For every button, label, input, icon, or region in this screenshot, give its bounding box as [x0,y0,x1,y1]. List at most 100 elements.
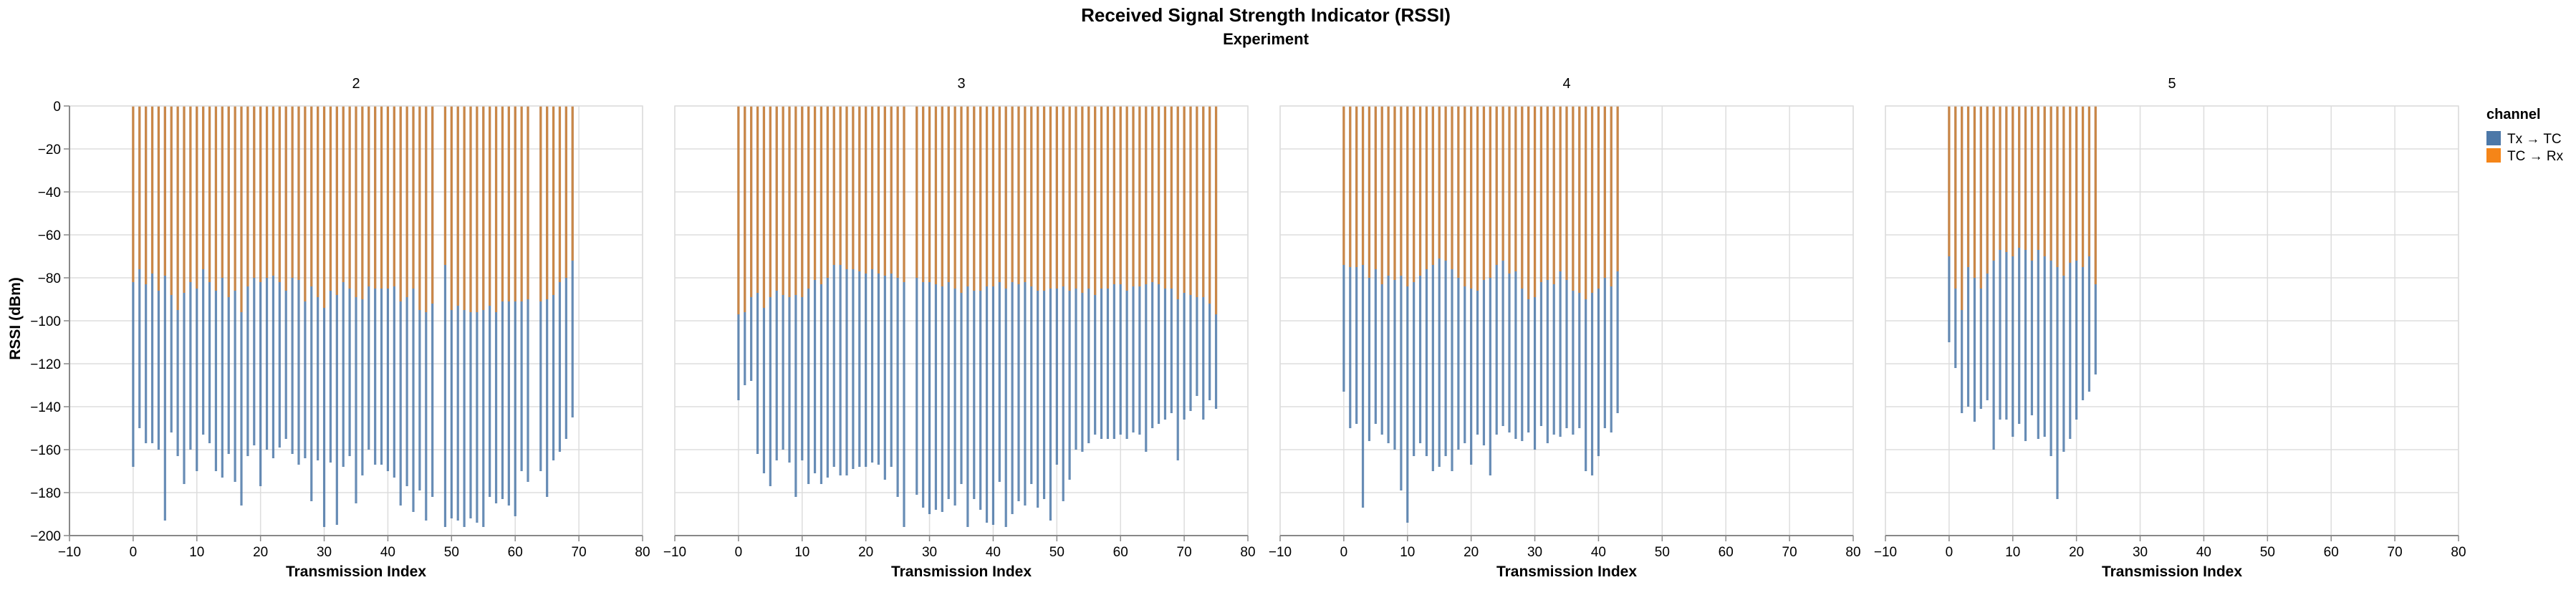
legend-swatch-tc-rx [2486,148,2501,163]
bar [769,106,772,297]
bar [150,106,154,443]
bar [865,106,868,467]
bar [870,106,874,269]
bar [2062,106,2065,276]
bar [1094,106,1097,295]
bar [2024,106,2027,250]
bar [782,106,784,295]
x-tick-label: 10 [189,545,204,560]
bar [820,106,823,284]
bar [1361,106,1365,508]
bar [1355,106,1358,267]
bar [157,106,160,291]
bar [183,106,186,293]
bar [2087,106,2091,256]
bar [527,106,529,299]
bar [450,106,453,518]
bar [1062,106,1064,286]
bar [196,106,198,289]
bar [2005,106,2008,420]
bar [501,106,504,499]
bar [202,106,205,269]
bar [355,106,357,297]
bar [915,106,918,495]
bar [163,106,166,521]
x-tick-label: 70 [1177,545,1192,560]
bar [2056,106,2059,499]
bar [1514,106,1517,271]
bar [546,106,549,497]
bar [1361,106,1365,265]
bar [1521,106,1524,289]
bar [883,106,886,276]
bar [953,106,956,506]
x-tick-label: −10 [1874,545,1897,560]
bar [558,106,562,282]
bar [813,106,817,473]
x-tick-label: 10 [794,545,809,560]
bar [1597,106,1600,289]
bar [985,106,989,523]
y-tick-label: −60 [38,228,61,243]
bar [1055,106,1058,289]
bar [922,106,925,282]
bar [839,106,842,475]
chart-subtitle: Experiment [1223,30,1309,48]
bar [953,106,956,289]
bar [2043,106,2046,437]
x-tick-label: 80 [1845,545,1860,560]
x-tick-label: −10 [663,545,686,560]
y-axis-label: RSSI (dBm) [7,277,24,360]
bar [1004,106,1007,289]
bar [1948,106,1951,256]
x-tick-label: 40 [986,545,1001,560]
bar [520,106,523,301]
bar [1464,106,1466,286]
bar [183,106,186,484]
bar [813,106,817,280]
bar [2037,106,2039,439]
bar [1189,106,1192,295]
bar [1049,106,1052,521]
bar [507,106,510,301]
bar [386,106,390,289]
bar [807,106,810,289]
bar [1081,106,1084,293]
bar [1163,106,1167,289]
y-tick-label: −160 [30,443,61,458]
bar [966,106,969,527]
bar [1183,106,1186,293]
bar [1444,106,1447,261]
x-tick-label: 60 [2324,545,2339,560]
x-tick-label: 50 [1049,545,1064,560]
x-tick-label: 60 [1719,545,1734,560]
facet-header: 4 [1562,76,1570,92]
bar [1559,106,1562,271]
x-tick-label: 30 [317,545,332,560]
bar [265,106,269,278]
bar [278,106,281,282]
bar [1119,106,1122,284]
bar [1489,106,1491,278]
bar [2069,106,2072,439]
bar [1062,106,1064,501]
x-tick-label: 40 [380,545,395,560]
bar [915,106,918,278]
bar [788,106,791,297]
bar [2005,106,2008,252]
bar [1514,106,1517,439]
y-tick-label: −80 [38,271,61,286]
bar [941,106,943,286]
bar [820,106,823,484]
y-tick-label: −40 [38,185,61,200]
facet-header: 2 [352,76,360,92]
bar [310,106,313,501]
bar [1049,106,1052,289]
bar [737,106,740,314]
x-tick-label: −10 [58,545,81,560]
bar [1610,106,1613,286]
bar [979,106,982,291]
bar [469,106,472,312]
bar [1157,106,1160,284]
bar [1533,106,1537,297]
